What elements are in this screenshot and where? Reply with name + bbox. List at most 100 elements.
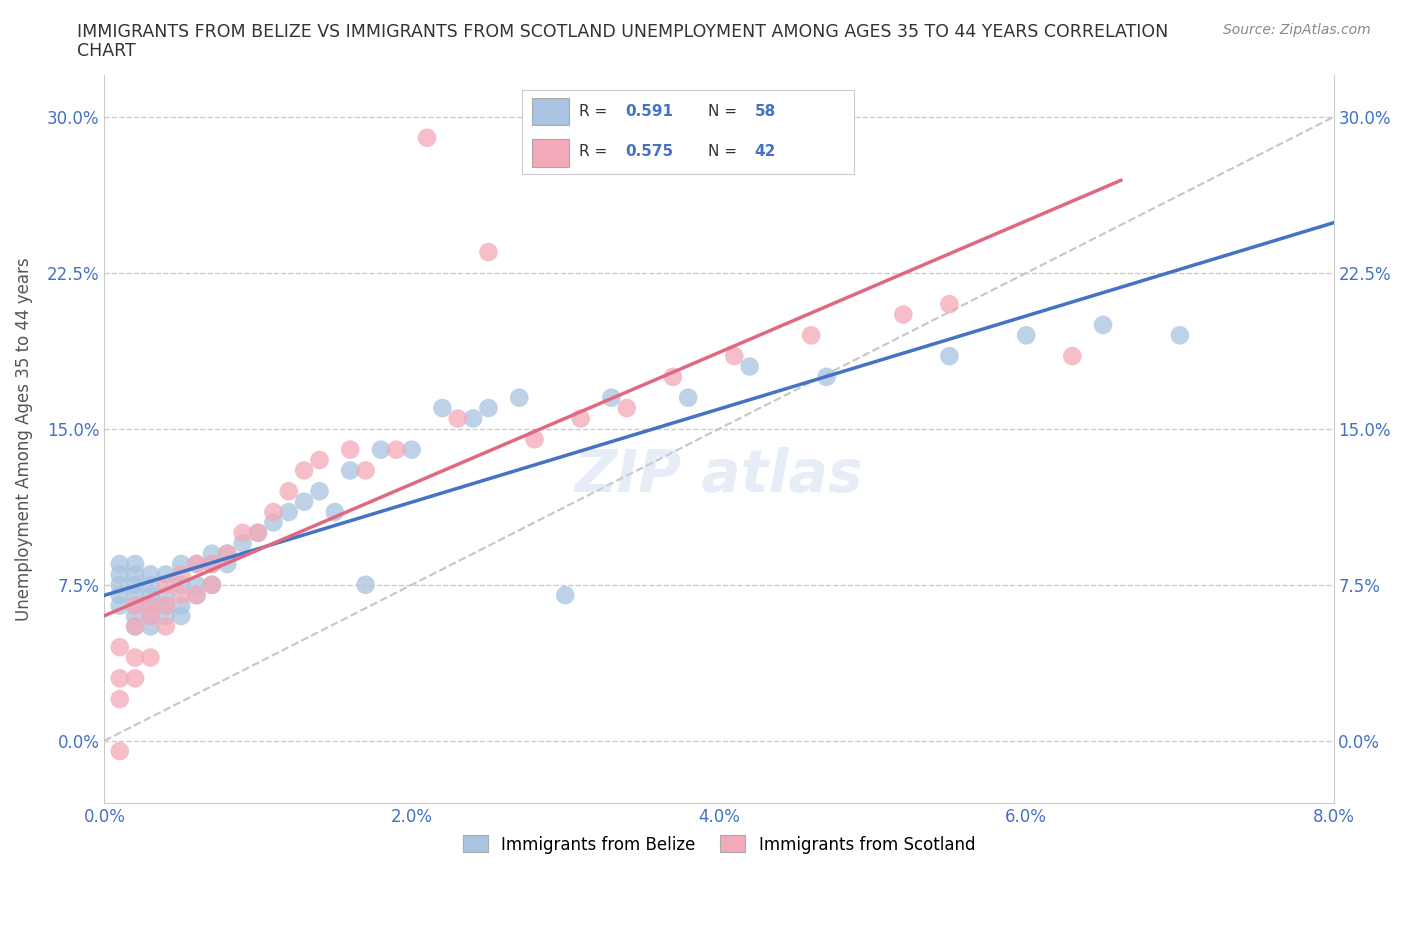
Point (124, 608, 146, 623)
Point (277, 484, 299, 498)
Point (186, 588, 208, 603)
Point (616, 401, 638, 416)
Point (155, 619, 177, 634)
Point (139, 598, 162, 613)
Legend: Immigrants from Belize, Immigrants from Scotland: Immigrants from Belize, Immigrants from … (456, 829, 981, 860)
Point (108, 671, 131, 685)
Point (662, 369, 685, 384)
Point (170, 588, 193, 603)
Point (891, 307, 914, 322)
Point (155, 578, 177, 592)
Point (938, 349, 960, 364)
Point (124, 578, 146, 592)
Point (217, 546, 239, 561)
Text: IMMIGRANTS FROM BELIZE VS IMMIGRANTS FROM SCOTLAND UNEMPLOYMENT AMONG AGES 35 TO: IMMIGRANTS FROM BELIZE VS IMMIGRANTS FRO… (77, 23, 1168, 41)
Point (108, 692, 131, 707)
Point (354, 463, 377, 478)
Point (447, 411, 470, 426)
Point (416, 130, 439, 145)
Point (124, 588, 146, 603)
Point (676, 391, 699, 405)
Point (139, 598, 162, 613)
Point (139, 578, 162, 592)
Point (201, 546, 224, 561)
Text: CHART: CHART (77, 42, 136, 60)
Point (432, 401, 454, 416)
Point (170, 567, 193, 582)
Point (354, 578, 377, 592)
Point (170, 608, 193, 623)
Point (569, 411, 592, 426)
Text: ZIP atlas: ZIP atlas (575, 447, 863, 504)
Point (124, 619, 146, 634)
Point (217, 556, 239, 571)
Point (155, 588, 177, 603)
Point (170, 578, 193, 592)
Point (800, 328, 823, 343)
Point (201, 578, 224, 592)
Point (124, 671, 146, 685)
Point (124, 650, 146, 665)
Point (232, 525, 254, 540)
Point (170, 598, 193, 613)
Point (277, 505, 299, 520)
Point (292, 463, 315, 478)
Point (339, 463, 361, 478)
Point (1015, 328, 1038, 343)
Point (108, 640, 131, 655)
Point (217, 546, 239, 561)
Point (108, 598, 131, 613)
Point (124, 619, 146, 634)
Point (385, 443, 408, 458)
Point (139, 608, 162, 623)
Point (124, 598, 146, 613)
Point (1092, 317, 1115, 332)
Point (108, 744, 131, 759)
Point (723, 349, 745, 364)
Point (186, 556, 208, 571)
Point (262, 505, 284, 520)
Point (477, 401, 499, 416)
Point (186, 556, 208, 571)
Point (815, 369, 838, 384)
Point (124, 556, 146, 571)
Point (292, 494, 315, 509)
Point (155, 598, 177, 613)
Point (523, 432, 546, 446)
Point (139, 588, 162, 603)
Point (477, 245, 499, 259)
Point (339, 443, 361, 458)
Point (170, 556, 193, 571)
Point (155, 567, 177, 582)
Point (1062, 349, 1084, 364)
Point (139, 567, 162, 582)
Point (124, 567, 146, 582)
Point (155, 608, 177, 623)
Point (738, 359, 761, 374)
Point (108, 578, 131, 592)
Point (155, 598, 177, 613)
Point (461, 411, 484, 426)
Point (323, 505, 346, 520)
Point (186, 578, 208, 592)
Point (201, 556, 224, 571)
Point (108, 567, 131, 582)
Point (139, 608, 162, 623)
Point (308, 484, 330, 498)
Text: Source: ZipAtlas.com: Source: ZipAtlas.com (1223, 23, 1371, 37)
Point (124, 598, 146, 613)
Point (201, 556, 224, 571)
Point (554, 588, 576, 603)
Point (108, 588, 131, 603)
Point (201, 578, 224, 592)
Point (938, 297, 960, 312)
Point (370, 443, 392, 458)
Point (600, 391, 623, 405)
Point (232, 536, 254, 551)
Point (247, 525, 270, 540)
Point (508, 391, 530, 405)
Point (308, 453, 330, 468)
Point (1168, 328, 1191, 343)
Point (401, 443, 423, 458)
Point (186, 588, 208, 603)
